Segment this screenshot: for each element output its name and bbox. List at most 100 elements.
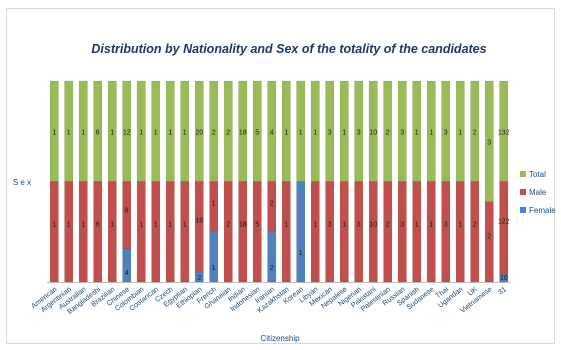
bar-total-20 — [340, 81, 349, 182]
data-label-total-7: 1 — [154, 129, 158, 136]
y-axis-label: S e x — [13, 178, 31, 187]
bar-total-26 — [427, 81, 436, 182]
bar-male-22 — [369, 181, 378, 282]
bar-edge-total-27 — [441, 80, 451, 182]
bar-total-27 — [441, 81, 450, 182]
bar-male-2 — [79, 181, 88, 282]
data-label-total-8: 1 — [168, 129, 172, 136]
bar-male-14 — [253, 181, 262, 282]
bar-edge-total-4 — [107, 80, 117, 182]
data-label-female-17: 1 — [299, 250, 303, 257]
bar-total-23 — [383, 81, 392, 182]
bar-male-18 — [311, 181, 320, 282]
bar-edge-total-30 — [484, 80, 494, 202]
bar-male-9 — [180, 181, 189, 282]
data-label-total-12: 2 — [226, 129, 230, 136]
data-label-male-20: 1 — [342, 222, 346, 229]
bar-total-17 — [296, 81, 305, 182]
bar-male-23 — [383, 181, 392, 282]
data-label-female-15: 2 — [270, 265, 274, 272]
data-label-total-1: 1 — [67, 129, 71, 136]
bar-female-10 — [195, 271, 204, 282]
x-axis-label: Citizenship — [260, 334, 300, 343]
bar-edge-total-7 — [151, 80, 161, 182]
bar-total-22 — [369, 81, 378, 182]
x-tick-labels: AmericanArgentinianAustralianBangladeshi… — [29, 284, 508, 316]
data-label-male-24: 3 — [400, 222, 404, 229]
data-label-total-21: 3 — [357, 129, 361, 136]
bar-edge-total-8 — [165, 80, 175, 182]
data-label-total-23: 2 — [386, 129, 390, 136]
bar-male-7 — [151, 181, 160, 282]
bar-edge-total-22 — [368, 80, 378, 182]
data-label-total-14: 5 — [255, 129, 259, 136]
bar-edge-total-12 — [223, 80, 233, 182]
data-label-total-18: 1 — [313, 129, 317, 136]
data-label-male-21: 3 — [357, 222, 361, 229]
data-label-male-3: 6 — [96, 222, 100, 229]
bar-edge-total-31 — [499, 80, 509, 182]
legend-swatch-female — [520, 207, 526, 213]
data-label-total-30: 3 — [487, 139, 491, 146]
data-label-total-13: 18 — [239, 129, 247, 136]
data-label-male-14: 5 — [255, 222, 259, 229]
bar-male-27 — [441, 181, 450, 282]
data-label-total-2: 1 — [81, 129, 85, 136]
data-label-male-5: 8 — [125, 208, 129, 215]
bar-female-17 — [296, 181, 305, 282]
data-label-male-6: 1 — [139, 222, 143, 229]
legend: Total Male Female — [520, 170, 556, 215]
data-label-male-22: 10 — [369, 222, 377, 229]
bar-edge-total-11 — [209, 80, 219, 182]
bar-male-31 — [499, 181, 508, 275]
bar-male-6 — [137, 181, 146, 282]
chart-title: Distribution by Nationality and Sex of t… — [91, 42, 486, 56]
legend-label-male: Male — [529, 188, 547, 197]
bar-female-31 — [499, 274, 508, 282]
bar-edge-total-25 — [412, 80, 422, 182]
data-label-total-17: 1 — [299, 129, 303, 136]
bar-male-21 — [354, 181, 363, 282]
bar-edge-total-2 — [78, 80, 88, 182]
bar-edge-total-26 — [426, 80, 436, 182]
bar-edge-total-9 — [180, 80, 190, 182]
bar-total-7 — [151, 81, 160, 182]
data-label-total-25: 1 — [415, 129, 419, 136]
data-label-male-16: 1 — [284, 222, 288, 229]
data-label-male-23: 2 — [386, 222, 390, 229]
data-label-male-4: 1 — [110, 222, 114, 229]
data-label-male-27: 3 — [444, 222, 448, 229]
data-label-male-29: 2 — [473, 222, 477, 229]
bar-total-10 — [195, 81, 204, 182]
bar-male-16 — [282, 181, 291, 282]
bar-total-16 — [282, 81, 291, 182]
data-label-total-3: 6 — [96, 129, 100, 136]
legend-swatch-total — [520, 171, 526, 177]
bar-edge-total-20 — [339, 80, 349, 182]
bar-female-5 — [122, 248, 131, 282]
bar-edge-total-21 — [354, 80, 364, 182]
bar-total-24 — [398, 81, 407, 182]
bar-total-8 — [166, 81, 175, 182]
chart: Distribution by Nationality and Sex of t… — [13, 42, 556, 343]
bar-male-20 — [340, 181, 349, 282]
bar-male-13 — [238, 181, 247, 282]
data-label-total-16: 1 — [284, 129, 288, 136]
plot-area: 1111116611481211111111218201122218185522… — [47, 80, 511, 283]
bar-edge-total-28 — [455, 80, 465, 182]
bar-male-26 — [427, 181, 436, 282]
data-label-male-12: 2 — [226, 222, 230, 229]
data-label-male-15: 2 — [270, 201, 274, 208]
bar-edge-total-19 — [325, 80, 335, 182]
data-label-total-6: 1 — [139, 129, 143, 136]
bar-male-24 — [398, 181, 407, 282]
bar-total-21 — [354, 81, 363, 182]
data-label-total-29: 2 — [473, 129, 477, 136]
bar-male-3 — [93, 181, 102, 282]
bar-edge-total-23 — [383, 80, 393, 182]
data-label-female-31: 10 — [500, 275, 508, 282]
bar-total-28 — [456, 81, 465, 182]
data-label-total-26: 1 — [429, 129, 433, 136]
bar-male-4 — [108, 181, 117, 282]
bar-male-10 — [195, 181, 204, 272]
